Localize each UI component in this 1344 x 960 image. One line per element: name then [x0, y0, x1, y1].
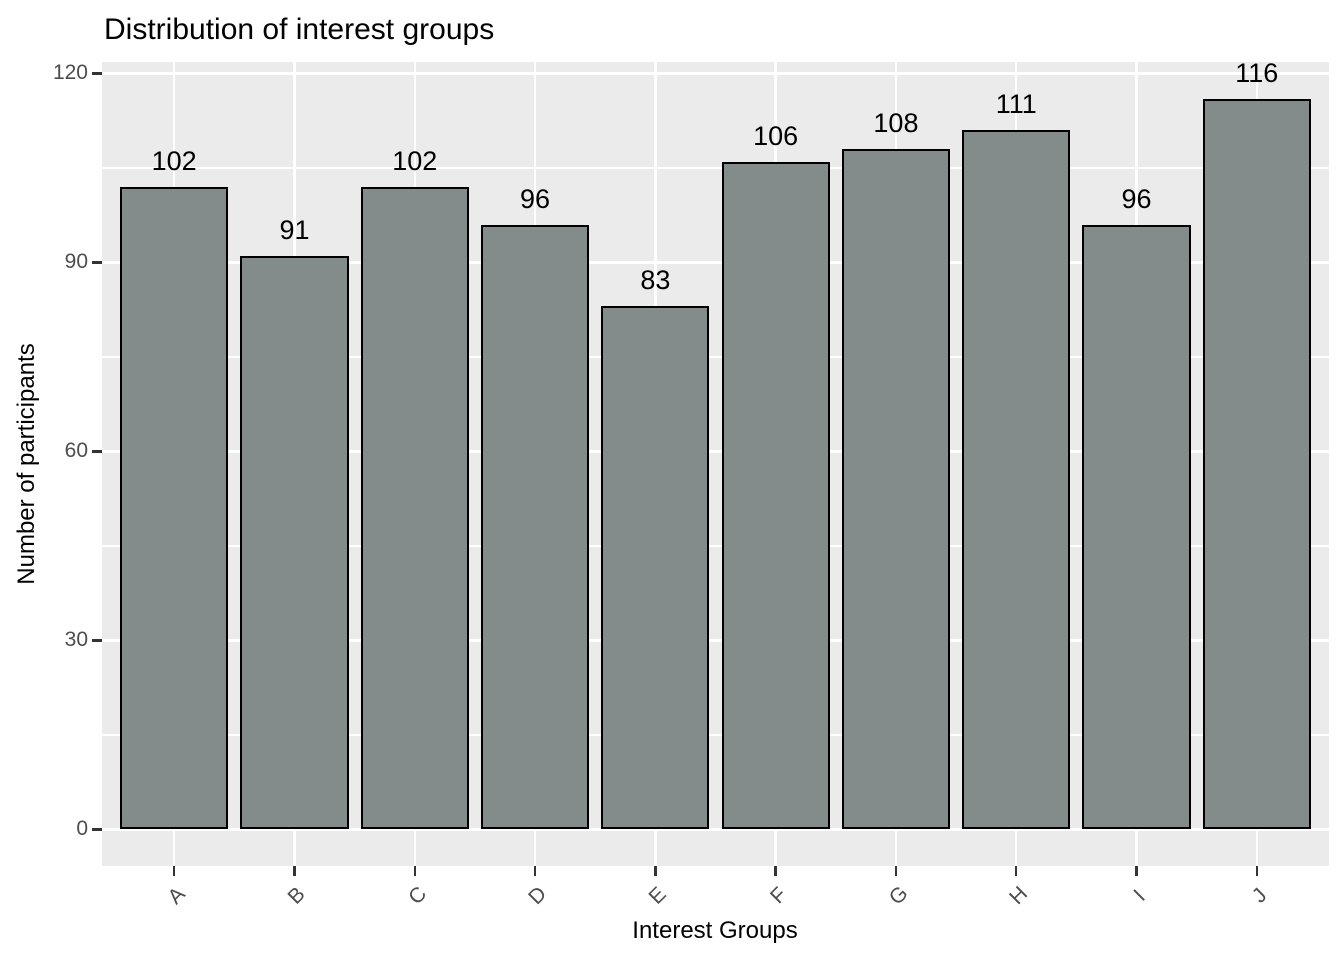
x-tick-mark [413, 866, 416, 876]
gridline-major-horizontal [102, 639, 1329, 642]
y-tick-label: 30 [64, 628, 88, 652]
x-tick-mark [774, 866, 777, 876]
gridline-minor-horizontal [102, 167, 1329, 169]
x-tick-mark [894, 866, 898, 876]
x-tick-label: B [284, 882, 311, 909]
bar-G [841, 148, 951, 830]
x-tick-label: C [403, 882, 431, 910]
x-tick-label: F [765, 882, 791, 909]
x-tick-mark [533, 866, 537, 876]
y-tick-mark [92, 261, 102, 264]
bar-I [1082, 224, 1191, 830]
x-tick-label: A [163, 882, 190, 909]
y-tick-mark [92, 639, 102, 642]
y-tick-mark [92, 828, 102, 831]
chart-title: Distribution of interest groups [104, 13, 495, 46]
x-tick-label: G [884, 881, 913, 910]
bar-value-label: 116 [1235, 57, 1279, 88]
x-tick-mark [1014, 866, 1018, 876]
bar-value-label: 91 [279, 215, 310, 246]
y-tick-label: 120 [52, 61, 88, 85]
gridline-minor-horizontal [102, 734, 1329, 736]
x-tick-label: D [524, 882, 552, 910]
bar-F [721, 161, 830, 830]
gridline-major-horizontal [102, 72, 1329, 75]
bar-A [120, 186, 229, 830]
bar-value-label: 106 [753, 120, 799, 151]
bar-value-label: 96 [1121, 183, 1152, 214]
y-tick-label: 0 [76, 817, 88, 841]
bar-value-label: 102 [151, 145, 197, 176]
gridline-minor-horizontal [102, 356, 1329, 358]
x-tick-label: I [1128, 885, 1150, 906]
bar-D [480, 224, 590, 830]
bar-value-label: 111 [995, 89, 1037, 120]
x-tick-mark [1255, 866, 1259, 876]
y-tick-label: 90 [64, 250, 88, 274]
bar-H [962, 130, 1071, 830]
gridline-minor-horizontal [102, 545, 1329, 547]
x-tick-label: E [644, 882, 672, 909]
y-axis-title: Number of participants [13, 343, 40, 585]
x-tick-label: J [1247, 883, 1272, 908]
gridline-major-horizontal [102, 450, 1329, 453]
x-tick-label: H [1005, 882, 1033, 910]
bar-value-label: 102 [392, 145, 438, 176]
bar-E [601, 306, 710, 830]
bar-value-label: 96 [520, 183, 551, 214]
x-axis-title: Interest Groups [632, 917, 798, 944]
bar-value-label: 83 [640, 265, 671, 296]
bar-C [360, 186, 469, 830]
y-tick-mark [92, 450, 102, 453]
y-tick-mark [92, 72, 102, 75]
bar-J [1202, 98, 1311, 830]
x-tick-mark [1135, 866, 1138, 876]
plot-panel: 102 91 102 96 83 106 108 111 96 116 [102, 58, 1329, 866]
bar-B [240, 256, 349, 830]
x-tick-mark [293, 866, 296, 876]
gridline-major-horizontal [102, 261, 1329, 264]
gridline-major-horizontal [102, 828, 1329, 831]
y-tick-label: 60 [64, 439, 88, 463]
bar-value-label: 108 [873, 107, 919, 138]
x-tick-mark [654, 866, 657, 876]
x-tick-mark [172, 866, 176, 876]
